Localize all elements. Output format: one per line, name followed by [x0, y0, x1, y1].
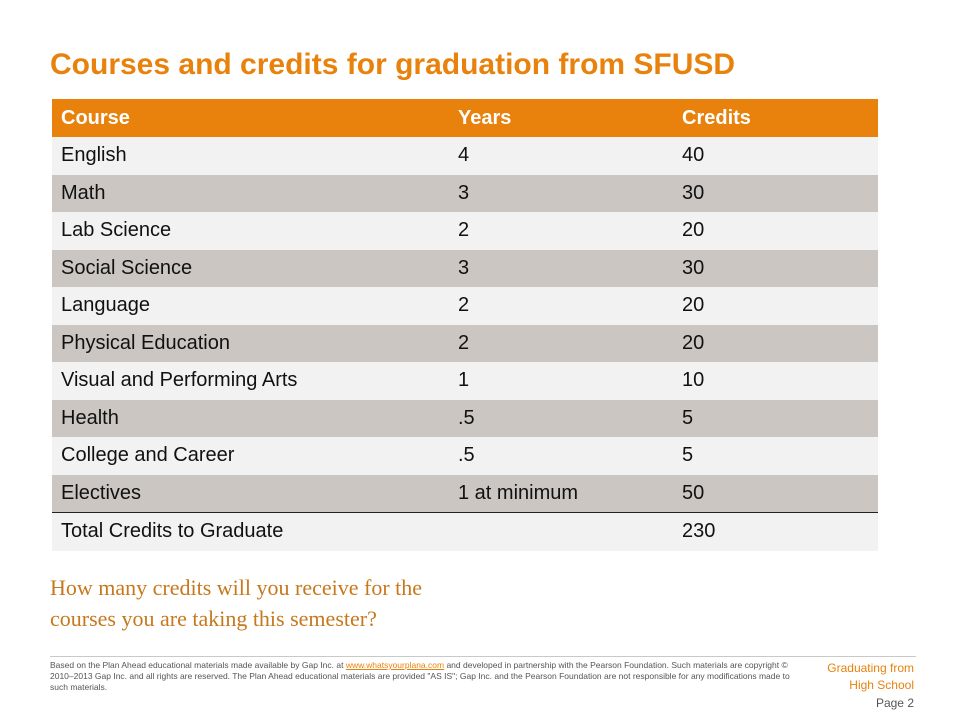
- course-cell: Language: [61, 294, 150, 317]
- table-row: Physical Education 2 20: [52, 324, 878, 362]
- years-cell: 1 at minimum: [458, 481, 579, 504]
- header-credits: Credits: [682, 106, 751, 129]
- table-row: Math 3 30: [52, 174, 878, 212]
- page-number: Page 2: [875, 696, 914, 710]
- years-cell: 3: [458, 256, 470, 279]
- years-cell: 2: [458, 331, 470, 354]
- footer-link[interactable]: www.whatsyourplana.com: [345, 660, 445, 670]
- question-line-2: courses you are taking this semester?: [50, 606, 377, 631]
- years-cell: .5: [458, 444, 475, 467]
- course-cell: Health: [61, 406, 119, 429]
- brand-label: Graduating from High School: [827, 660, 914, 694]
- footer-attribution: Based on the Plan Ahead educational mate…: [50, 660, 790, 693]
- course-cell: Electives: [61, 481, 142, 504]
- credits-cell: 30: [682, 181, 705, 204]
- credits-cell: 5: [682, 406, 694, 429]
- table-row: Lab Science 2 20: [52, 212, 878, 250]
- credits-cell: 40: [682, 144, 705, 167]
- years-cell: 2: [458, 219, 470, 242]
- question-text: How many credits will you receive for th…: [50, 572, 422, 634]
- credits-cell: 50: [682, 481, 705, 504]
- table-row: Electives 1 at minimum 50: [52, 474, 878, 512]
- credits-cell: 20: [682, 219, 705, 242]
- course-cell: Social Science: [61, 256, 193, 279]
- credits-cell: 30: [682, 256, 705, 279]
- table-row: English 4 40: [52, 137, 878, 175]
- course-cell: Physical Education: [61, 331, 230, 354]
- header-years: Years: [458, 106, 512, 129]
- credits-cell: 20: [682, 331, 705, 354]
- footer-divider: [50, 656, 916, 657]
- page-title: Courses and credits for graduation from …: [50, 48, 736, 81]
- credits-cell: 5: [682, 444, 694, 467]
- table-row: Visual and Performing Arts 1 10: [52, 362, 878, 400]
- years-cell: 3: [458, 181, 470, 204]
- course-cell: College and Career: [61, 444, 235, 467]
- course-cell: Visual and Performing Arts: [61, 369, 298, 392]
- total-label: Total Credits to Graduate: [61, 520, 284, 543]
- total-credits: 230: [682, 520, 716, 543]
- table-header-row: Course Years Credits: [52, 99, 878, 137]
- table-row: Health .5 5: [52, 399, 878, 437]
- credits-table: Course Years Credits English 4 40 Math 3…: [52, 99, 878, 551]
- table-row: College and Career .5 5: [52, 437, 878, 475]
- table-total-row: Total Credits to Graduate 230: [52, 512, 878, 551]
- brand-line-2: High School: [849, 678, 914, 692]
- credits-cell: 10: [682, 369, 705, 392]
- footer-prefix: Based on the Plan Ahead educational mate…: [50, 660, 346, 670]
- years-cell: 2: [458, 294, 470, 317]
- course-cell: English: [61, 144, 127, 167]
- footer-suffix: and developed in partnership with the Pe…: [50, 660, 790, 692]
- years-cell: 4: [458, 144, 470, 167]
- years-cell: 1: [458, 369, 470, 392]
- question-line-1: How many credits will you receive for th…: [50, 575, 423, 600]
- course-cell: Lab Science: [61, 219, 172, 242]
- header-course: Course: [61, 106, 130, 129]
- table-row: Social Science 3 30: [52, 249, 878, 287]
- years-cell: .5: [458, 406, 475, 429]
- course-cell: Math: [61, 181, 106, 204]
- brand-line-1: Graduating from: [827, 661, 914, 675]
- credits-cell: 20: [682, 294, 705, 317]
- table-row: Language 2 20: [52, 287, 878, 325]
